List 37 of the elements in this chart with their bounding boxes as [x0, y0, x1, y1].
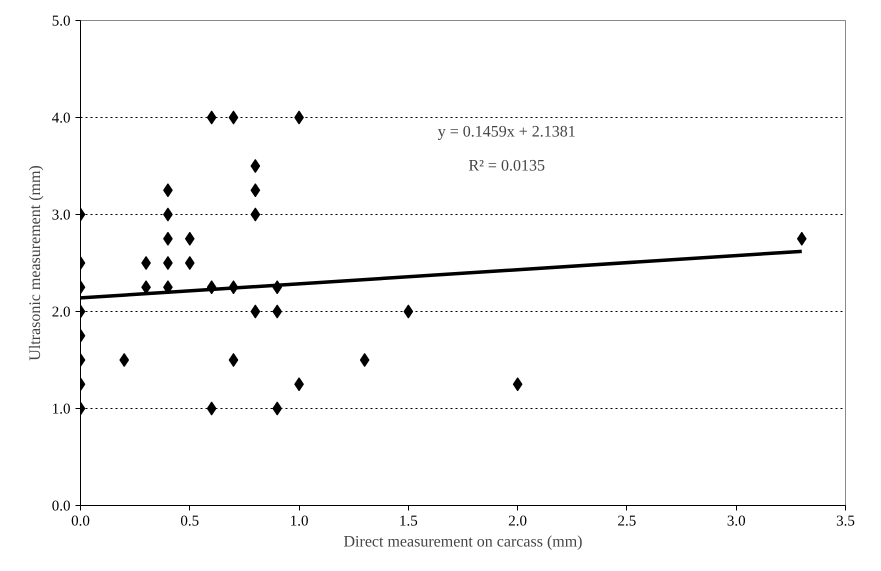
x-tick-label: 1.0: [290, 514, 308, 530]
point: [250, 159, 260, 173]
point: [184, 256, 195, 270]
x-tick-label: 3.0: [726, 514, 746, 530]
annotation: y = 0.1459x + 2.1381: [438, 124, 576, 141]
point: [141, 256, 151, 270]
y-tick-label: 4.0: [52, 110, 70, 126]
y-tick-label: 0.0: [52, 498, 70, 514]
point: [360, 353, 370, 367]
y-tick-label: 5.0: [52, 14, 70, 30]
y-tick-label: 1.0: [52, 402, 70, 418]
x-tick-label: 2.0: [508, 514, 528, 530]
x-tick-label: 0.5: [180, 514, 200, 530]
point: [796, 232, 807, 246]
x-tick-label: 0.0: [71, 514, 90, 530]
point: [404, 304, 414, 318]
point: [272, 304, 282, 318]
point: [206, 110, 216, 124]
x-axis-title: Direct measurement on carcass (mm): [343, 534, 583, 550]
point: [228, 110, 238, 124]
point: [250, 208, 260, 222]
point: [294, 110, 304, 124]
point: [163, 256, 173, 270]
x-tick-label: 3.5: [836, 514, 855, 530]
y-tick-label: 2.0: [52, 304, 70, 320]
y-tick-label: 3.0: [52, 208, 70, 224]
y-axis-title: Ultrasonic measurement (mm): [26, 165, 44, 361]
x-tick-label: 2.5: [618, 514, 636, 530]
point: [272, 402, 282, 416]
point: [163, 208, 173, 222]
point: [119, 353, 130, 367]
point: [206, 402, 216, 416]
point: [184, 232, 195, 246]
point: [250, 304, 260, 318]
point: [228, 353, 238, 367]
x-tick-label: 1.5: [398, 514, 418, 530]
annotation: R² = 0.0135: [468, 158, 545, 174]
